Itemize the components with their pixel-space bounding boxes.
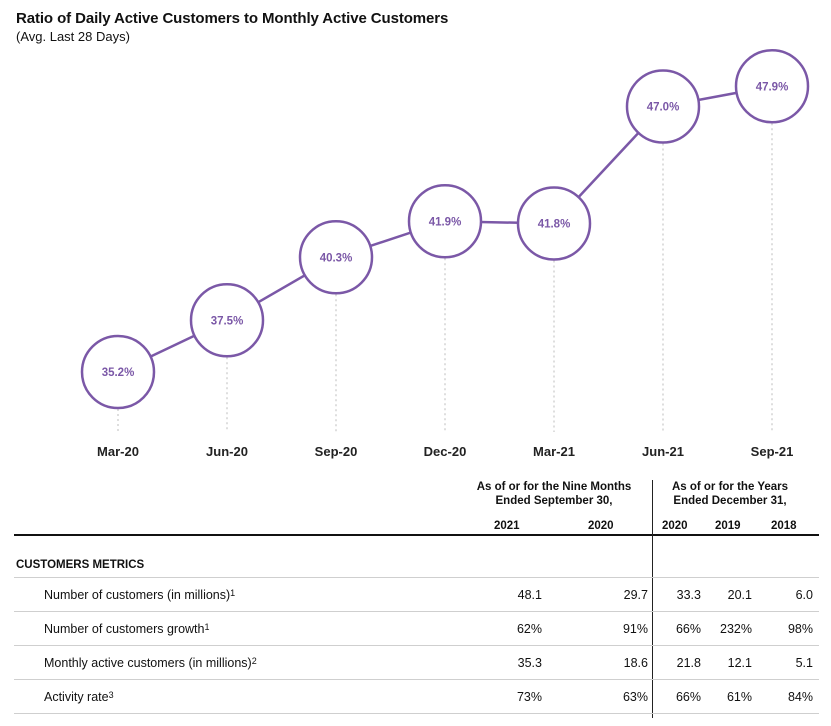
table-cell: 48.1 — [517, 588, 542, 602]
table-cell: 232% — [720, 622, 752, 636]
row-label: Monthly active customers (in millions)2 — [44, 656, 257, 670]
data-label: 40.3% — [320, 252, 353, 264]
row-label: Number of customers growth1 — [44, 622, 210, 636]
header-rule — [14, 534, 819, 536]
chart-subtitle: (Avg. Last 28 Days) — [16, 29, 130, 44]
table-cell: 21.8 — [676, 656, 701, 670]
year-2019: 2019 — [715, 520, 741, 532]
table-row: Number of customers (in millions)1 48.1 29… — [0, 578, 831, 612]
data-point — [407, 184, 483, 259]
line-chart: 35.2% 37.5% 40.3% 41.9% 41.8% 47.0% 47.9% Mar-… — [80, 49, 810, 459]
table-cell: 66% — [675, 622, 701, 636]
category-label: Sep-20 — [315, 444, 358, 459]
category-label: Mar-21 — [533, 444, 575, 459]
table-cell: 73% — [516, 690, 542, 704]
row-divider — [14, 645, 819, 646]
table-cell: 18.6 — [623, 656, 648, 670]
footnote-marker: 2 — [251, 656, 257, 666]
data-point — [80, 334, 156, 410]
table-cell: 61% — [726, 690, 752, 704]
table-cell: 98% — [787, 622, 813, 636]
table-cell: 66% — [675, 690, 701, 704]
data-point — [189, 283, 265, 358]
year-2020-nine: 2020 — [588, 520, 614, 532]
row-label: Number of customers (in millions)1 — [44, 588, 236, 602]
row-label: Activity rate3 — [44, 690, 114, 704]
table-row: Activity rate3 73% 63% 66% 61% 84% — [0, 680, 831, 714]
table-cell: 63% — [622, 690, 648, 704]
table-cell: 5.1 — [795, 656, 813, 670]
category-label: Dec-20 — [424, 444, 467, 459]
row-divider — [14, 611, 819, 612]
table-cell: 6.0 — [795, 588, 813, 602]
header-years: As of or for the Years Ended December 31, — [671, 481, 789, 507]
category-label: Sep-21 — [751, 444, 794, 459]
data-label: 37.5% — [211, 315, 244, 327]
table-cell: 33.3 — [676, 588, 701, 602]
year-2018: 2018 — [771, 520, 797, 532]
table-cell: 62% — [516, 622, 542, 636]
category-label: Jun-20 — [206, 444, 248, 459]
footnote-marker: 1 — [230, 588, 236, 598]
table-cell: 20.1 — [727, 588, 752, 602]
category-label: Mar-20 — [97, 444, 139, 459]
data-label: 41.8% — [538, 219, 571, 231]
table-cell: 91% — [622, 622, 648, 636]
footnote-marker: 1 — [204, 622, 210, 632]
header-nine-months: As of or for the Nine Months Ended Septem… — [476, 481, 632, 507]
row-divider — [14, 679, 819, 680]
data-point — [516, 186, 592, 261]
table-cell: 29.7 — [623, 588, 648, 602]
table-row: Monthly active customers (in millions)2 3… — [0, 646, 831, 680]
row-divider — [14, 713, 819, 714]
table-cell: 12.1 — [727, 656, 752, 670]
table-cell: 84% — [787, 690, 813, 704]
table-cell: 35.3 — [517, 656, 542, 670]
section-row — [0, 542, 831, 578]
chart-title: Ratio of Daily Active Customers to Month… — [16, 10, 449, 27]
data-label: 47.0% — [647, 102, 680, 114]
data-point — [298, 220, 374, 295]
category-label: Jun-21 — [642, 444, 684, 459]
table-row: Number of customers growth1 62% 91% 66% 232%… — [0, 612, 831, 646]
column-divider — [652, 480, 653, 718]
data-label: 35.2% — [102, 367, 135, 379]
data-label: 41.9% — [429, 216, 462, 228]
data-label: 47.9% — [756, 81, 789, 93]
section-title: CUSTOMERS METRICS — [16, 559, 145, 571]
year-2021: 2021 — [494, 520, 520, 532]
data-point — [625, 69, 701, 144]
data-point — [734, 49, 810, 124]
year-2020: 2020 — [662, 520, 688, 532]
footnote-marker: 3 — [108, 690, 114, 700]
